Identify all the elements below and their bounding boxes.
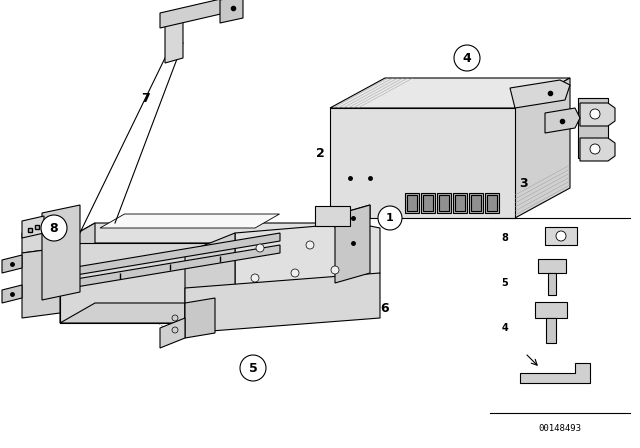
Polygon shape — [185, 298, 215, 338]
Polygon shape — [60, 223, 335, 243]
Circle shape — [378, 206, 402, 230]
Text: 3: 3 — [518, 177, 527, 190]
Polygon shape — [580, 103, 615, 126]
Text: 4: 4 — [502, 323, 508, 333]
Polygon shape — [70, 245, 280, 288]
Polygon shape — [515, 78, 570, 218]
Polygon shape — [437, 193, 451, 213]
Polygon shape — [538, 259, 566, 273]
Text: 6: 6 — [381, 302, 389, 314]
Polygon shape — [335, 205, 370, 283]
Circle shape — [291, 269, 299, 277]
Circle shape — [590, 144, 600, 154]
Polygon shape — [578, 98, 608, 158]
Polygon shape — [520, 363, 590, 383]
Polygon shape — [220, 0, 243, 23]
Polygon shape — [70, 233, 280, 276]
Circle shape — [306, 241, 314, 249]
Polygon shape — [545, 108, 580, 133]
Text: 8: 8 — [502, 233, 508, 243]
Polygon shape — [2, 255, 22, 273]
Polygon shape — [2, 285, 22, 303]
Polygon shape — [22, 228, 60, 253]
Text: 5: 5 — [502, 278, 508, 288]
Text: 7: 7 — [141, 91, 149, 104]
Polygon shape — [471, 195, 481, 211]
Circle shape — [556, 231, 566, 241]
Polygon shape — [185, 273, 380, 333]
Polygon shape — [485, 193, 499, 213]
Polygon shape — [60, 303, 335, 323]
Polygon shape — [423, 195, 433, 211]
Polygon shape — [165, 18, 183, 63]
Polygon shape — [300, 223, 335, 323]
Circle shape — [251, 274, 259, 282]
Polygon shape — [439, 195, 449, 211]
Polygon shape — [22, 248, 60, 318]
Polygon shape — [407, 195, 417, 211]
Polygon shape — [160, 0, 225, 28]
Polygon shape — [185, 233, 235, 318]
Circle shape — [331, 266, 339, 274]
Polygon shape — [535, 302, 567, 318]
Circle shape — [41, 215, 67, 241]
Circle shape — [590, 109, 600, 119]
Polygon shape — [235, 223, 380, 298]
Text: 5: 5 — [248, 362, 257, 375]
Text: 1: 1 — [386, 213, 394, 223]
Polygon shape — [60, 243, 300, 323]
Polygon shape — [548, 273, 556, 295]
Polygon shape — [455, 195, 465, 211]
Polygon shape — [510, 80, 570, 108]
Polygon shape — [100, 214, 280, 228]
Circle shape — [256, 244, 264, 252]
Polygon shape — [469, 193, 483, 213]
Polygon shape — [160, 318, 185, 348]
Polygon shape — [487, 195, 497, 211]
Text: 4: 4 — [463, 52, 472, 65]
Circle shape — [240, 355, 266, 381]
Text: 2: 2 — [316, 146, 324, 159]
Polygon shape — [42, 205, 80, 300]
Polygon shape — [453, 193, 467, 213]
Text: 00148493: 00148493 — [538, 423, 582, 432]
Polygon shape — [545, 227, 577, 245]
Polygon shape — [330, 78, 570, 108]
Polygon shape — [315, 206, 350, 226]
Polygon shape — [546, 318, 556, 343]
Text: 8: 8 — [50, 221, 58, 234]
Polygon shape — [22, 216, 44, 238]
Polygon shape — [60, 223, 95, 323]
Polygon shape — [330, 108, 515, 218]
Circle shape — [172, 327, 178, 333]
Polygon shape — [580, 138, 615, 161]
Circle shape — [172, 315, 178, 321]
Polygon shape — [335, 205, 370, 228]
Polygon shape — [421, 193, 435, 213]
Circle shape — [454, 45, 480, 71]
Polygon shape — [405, 193, 419, 213]
